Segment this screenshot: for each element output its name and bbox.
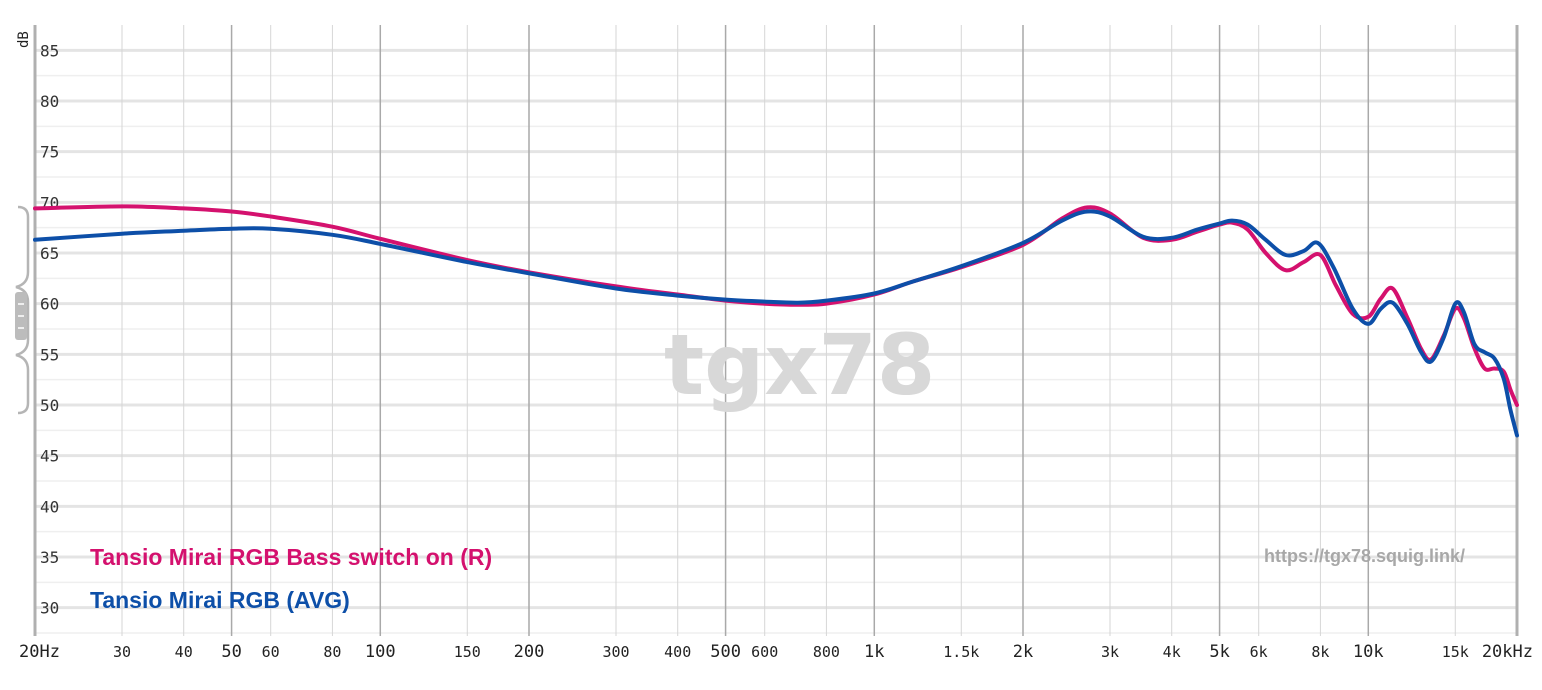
x-tick-label: 3k: [1101, 643, 1119, 661]
x-tick-label: 10k: [1353, 642, 1384, 662]
x-tick-label: 80: [323, 643, 341, 661]
x-tick-label: 15k: [1442, 643, 1469, 661]
x-tick-label: 100: [365, 642, 396, 662]
y-tick-label: 40: [40, 497, 59, 516]
axes: [33, 25, 1519, 636]
x-axis-tick-labels: 20Hz 30 40 50 60 80 100 150 200 300 400 500 600 800 1k…: [19, 642, 1533, 662]
x-tick-label: 30: [113, 643, 131, 661]
watermark: tgx78: [664, 316, 935, 414]
x-tick-label: 200: [514, 642, 545, 662]
baseline-adjust-handle[interactable]: [15, 205, 30, 415]
x-tick-label: 600: [751, 643, 778, 661]
x-tick-label: 800: [813, 643, 840, 661]
y-tick-label: 80: [40, 92, 59, 111]
y-tick-label: 45: [40, 447, 59, 466]
x-tick-label: 6k: [1250, 643, 1268, 661]
horizontal-gridlines: [35, 48, 1517, 634]
series-line-avg[interactable]: [33, 209, 1519, 438]
x-tick-label: 400: [664, 643, 691, 661]
x-tick-label: 60: [262, 643, 280, 661]
x-tick-label: 20Hz: [19, 642, 60, 662]
legend-entry-bass-switch-on[interactable]: Tansio Mirai RGB Bass switch on (R): [90, 544, 492, 570]
y-tick-label: 85: [40, 41, 59, 60]
x-tick-label: 50: [221, 642, 241, 662]
legend-entry-avg[interactable]: Tansio Mirai RGB (AVG): [90, 587, 350, 613]
x-tick-label: 1.5k: [943, 643, 979, 661]
x-tick-label: 500: [710, 642, 741, 662]
y-axis-unit-label: dB: [16, 31, 32, 48]
y-tick-label: 30: [40, 599, 59, 618]
series-lines: [33, 204, 1519, 438]
y-tick-label: 55: [40, 345, 59, 364]
y-tick-label: 50: [40, 396, 59, 415]
x-tick-label: 40: [175, 643, 193, 661]
x-tick-label: 1k: [864, 642, 884, 662]
x-tick-label: 150: [454, 643, 481, 661]
x-tick-label: 8k: [1311, 643, 1329, 661]
x-tick-label: 2k: [1013, 642, 1033, 662]
y-tick-label: 75: [40, 143, 59, 162]
y-tick-label: 60: [40, 295, 59, 314]
y-tick-label: 65: [40, 244, 59, 263]
x-tick-label: 5k: [1209, 642, 1229, 662]
source-url[interactable]: https://tgx78.squig.link/: [1264, 546, 1465, 566]
x-tick-label: 20kHz: [1482, 642, 1533, 662]
x-tick-label: 300: [602, 643, 629, 661]
y-tick-label: 35: [40, 548, 59, 567]
x-tick-label: 4k: [1163, 643, 1181, 661]
